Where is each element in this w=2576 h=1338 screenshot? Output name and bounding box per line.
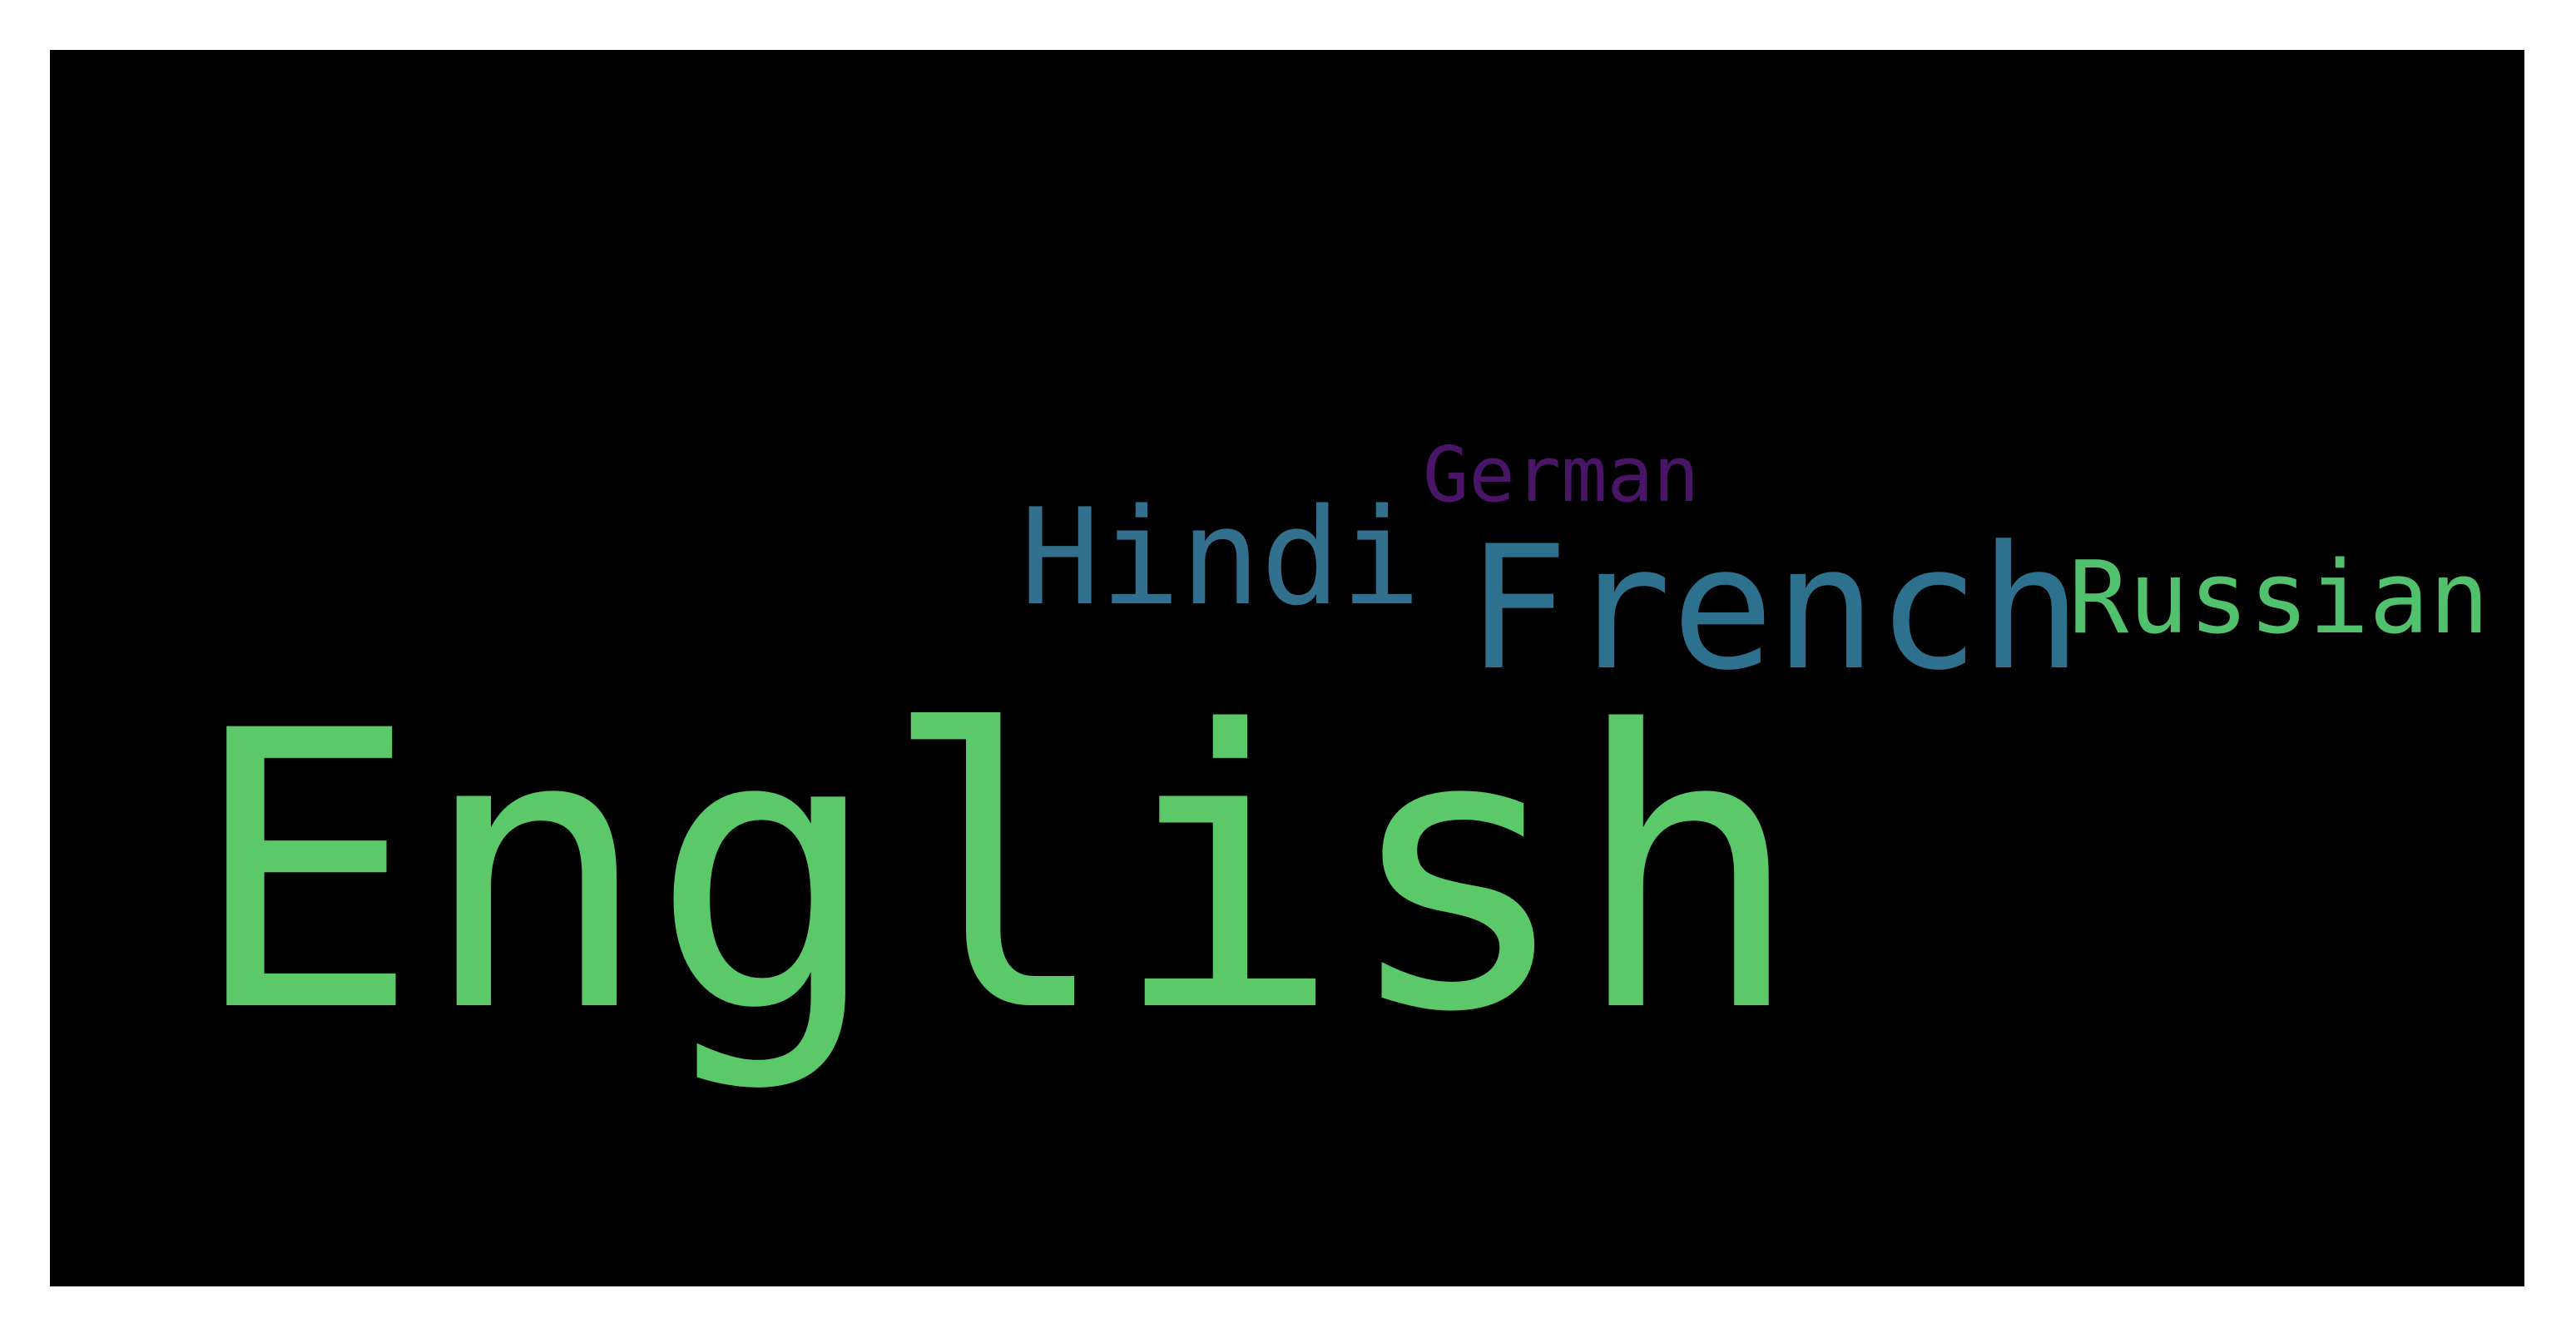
word-english: English: [190, 651, 1803, 1096]
word-cloud: English French Hindi Russian German: [50, 50, 2524, 1286]
word-german: German: [1423, 430, 1700, 519]
word-russian: Russian: [2068, 541, 2489, 657]
word-french: French: [1466, 510, 2083, 708]
word-hindi: Hindi: [1020, 479, 1421, 635]
